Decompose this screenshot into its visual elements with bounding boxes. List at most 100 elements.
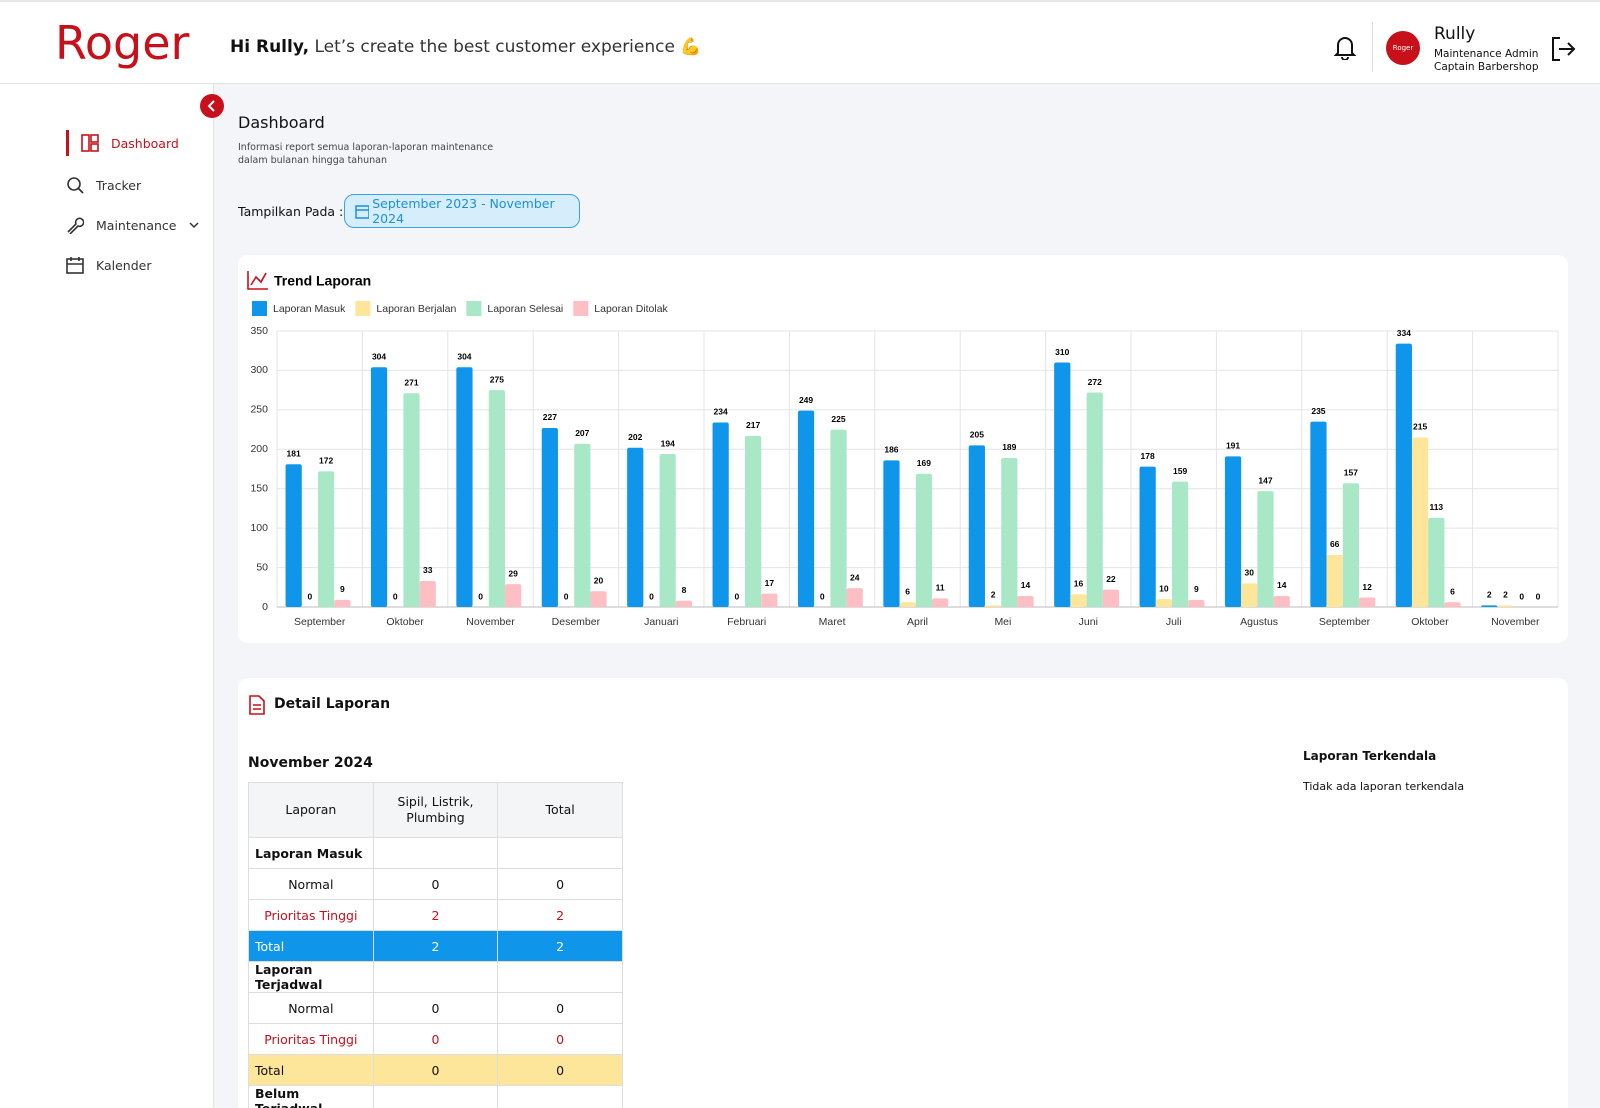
bar [1326,554,1343,607]
cell [497,961,623,993]
data-label: 249 [799,395,813,405]
collapse-button[interactable] [200,94,224,118]
cell [372,961,499,993]
avatar[interactable]: Roger [1386,31,1420,65]
cell: Normal [248,992,374,1024]
menu-item[interactable]: Dashboard [66,130,179,156]
bar [899,602,916,607]
bar [1342,483,1360,607]
data-label: 6 [905,587,910,597]
x-tick-label: Maret [819,616,846,628]
x-tick-label: Juni [1079,616,1098,628]
data-label: 169 [917,458,931,468]
data-label: 225 [831,414,845,424]
data-label: 113 [1429,502,1443,512]
section-title: Laporan Terjadwal [248,961,374,993]
x-tick-label: Mei [994,616,1011,628]
divider [1372,22,1373,72]
x-tick-label: Juli [1166,616,1182,628]
bell-icon[interactable] [1333,34,1357,60]
data-label: 0 [820,591,825,601]
legend-swatch [252,301,267,316]
maintenance-icon [67,217,84,234]
data-label: 0 [1536,591,1541,601]
x-tick-label: Desember [552,616,601,628]
bar [317,471,335,607]
bar [1257,491,1274,607]
data-label: 271 [404,378,418,388]
x-tick-label: Februari [727,616,766,628]
bar [488,390,506,607]
data-label: 194 [661,438,675,448]
month-title: November 2024 [248,755,373,771]
data-label: 30 [1245,568,1255,578]
bar [541,427,558,607]
data-label: 0 [649,591,654,601]
bar [1428,517,1445,607]
bar [419,580,436,607]
bar [675,600,693,607]
greeting: Hi Rully, [230,37,310,57]
logout-icon[interactable] [1550,36,1576,62]
cell: 0 [372,992,499,1024]
data-label: 20 [594,575,604,585]
data-label: 234 [714,407,728,417]
menu-item[interactable]: Tracker [66,176,141,194]
data-label: 215 [1413,422,1427,432]
menu-label: Kalender [96,257,152,273]
header-row: Laporan Sipil, Listrik, Plumbing Total [248,782,623,838]
user-role: Maintenance Admin [1434,48,1539,60]
section-row: Belum Terjadwal [248,1085,623,1108]
cell: 0 [372,1054,499,1086]
x-tick-label: September [294,616,346,628]
table-row: Prioritas Tinggi 0 0 [248,1023,623,1055]
legend-label: Laporan Selesai [487,303,563,315]
bar [1054,362,1071,607]
data-label: 181 [287,449,301,459]
data-label: 24 [850,572,860,582]
chart: Trend Laporan Laporan Masuk Laporan Berja… [247,271,1559,628]
legend-swatch [355,301,371,316]
y-tick-label: 300 [250,364,268,376]
active-indicator [66,130,69,156]
x-tick-label: Oktober [386,616,424,628]
data-label: 17 [765,578,775,588]
total-row: Total 0 0 [248,1054,623,1086]
section-title: Laporan Masuk [248,837,374,869]
table-row: Normal 0 0 [248,868,623,900]
column-header: Total [497,782,623,838]
bar [285,464,302,607]
logo[interactable]: Roger [55,16,190,70]
menu-item[interactable]: Maintenance [66,216,199,234]
data-label: 2 [991,590,996,600]
filter-label: Tampilkan Pada : [238,204,344,219]
chart-icon [247,271,268,290]
cell [372,837,499,869]
bar [1241,583,1258,607]
cell [497,1085,623,1108]
page-description: dalam bulanan hingga tahunan [238,155,388,166]
cell: Total [248,1054,374,1086]
data-label: 189 [1002,442,1016,452]
legend-label: Laporan Berjalan [376,303,456,315]
data-label: 147 [1258,475,1272,485]
calendar-icon [355,204,370,219]
total-row: Total 2 2 [248,930,623,962]
data-label: 14 [1021,580,1031,590]
column-header: Laporan [248,782,374,838]
data-label: 304 [372,352,386,362]
date-range-picker[interactable]: September 2023 - November 2024 [344,194,580,228]
data-label: 33 [423,565,433,575]
greeting-line: Hi Rully, Let’s create the best customer… [230,37,702,57]
y-tick-label: 350 [250,325,268,337]
data-label: 227 [543,412,557,422]
bar [797,410,815,607]
cell: Total [248,930,374,962]
menu-item[interactable]: Kalender [66,256,152,274]
data-label: 2 [1487,590,1492,600]
bar [830,429,847,607]
data-label: 9 [340,584,345,594]
data-label: 8 [682,585,687,595]
data-label: 11 [936,583,945,593]
